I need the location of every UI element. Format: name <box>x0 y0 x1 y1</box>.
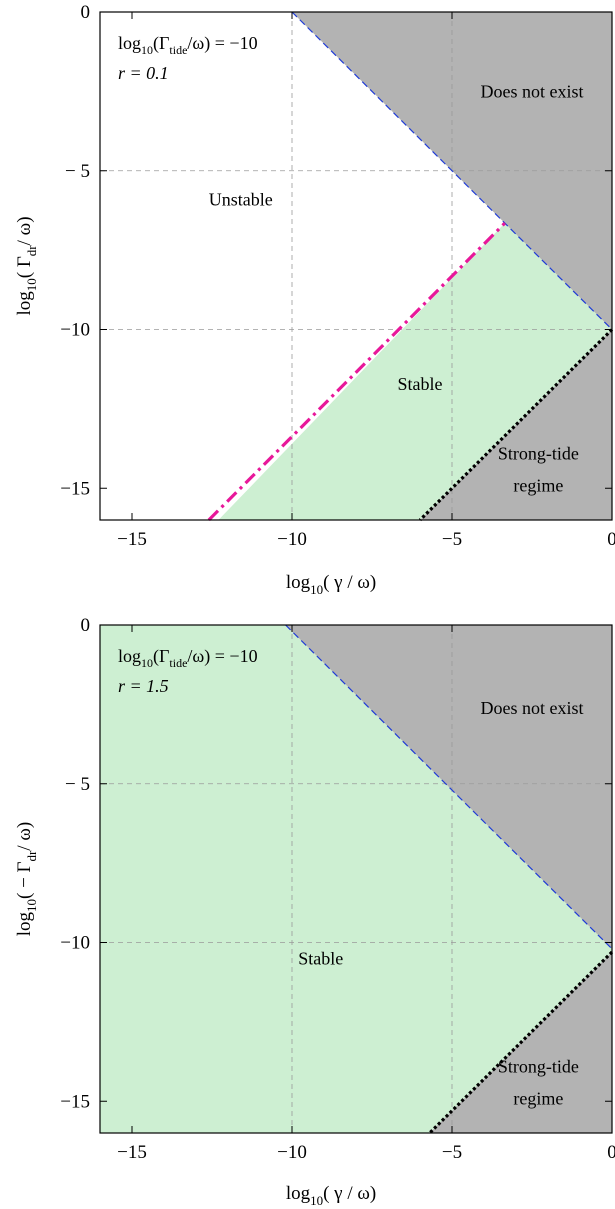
y-axis-label: log10( Γdr/ ω) <box>14 216 39 315</box>
y-axis-label-part: ( Γ <box>14 256 35 278</box>
region-stable <box>100 625 612 1133</box>
region-stable <box>218 223 612 520</box>
x-tick-label: 0 <box>607 1142 615 1163</box>
annotation-gamma-tide: log10(Γtide/ω) = −10 <box>118 646 258 670</box>
x-axis-label-sub: 10 <box>310 1193 323 1208</box>
y-tick-label: − 5 <box>65 774 90 795</box>
annotation-sub: 10 <box>141 656 153 670</box>
annotation-r: r = 1.5 <box>118 676 169 696</box>
y-axis-label-sub: 10 <box>24 899 39 912</box>
y-tick-label: −10 <box>60 320 90 341</box>
y-tick-label: − 5 <box>65 161 90 182</box>
y-tick-label: 0 <box>81 615 91 636</box>
x-tick-label: −5 <box>442 1142 462 1163</box>
x-axis-label-part: log <box>286 572 311 593</box>
x-tick-label: −15 <box>117 529 147 550</box>
annotation-part: /ω) = −10 <box>187 646 257 667</box>
y-axis-label-sub: dr <box>24 245 39 257</box>
x-axis-label: log10( γ / ω) <box>286 1183 376 1208</box>
region-label: regime <box>513 1088 563 1108</box>
plot-frame <box>99 624 613 1134</box>
x-axis-label: log10( γ / ω) <box>286 572 376 597</box>
annotation-part: log <box>118 33 141 53</box>
series-line-stability-boundary <box>207 222 506 522</box>
annotation-sub: tide <box>169 43 187 57</box>
series-line-strong-tide-boundary <box>418 328 614 522</box>
y-axis-label: log10( − Γdr/ ω) <box>14 822 39 937</box>
annotation-sub: tide <box>169 656 187 670</box>
x-tick-label: −10 <box>277 529 307 550</box>
region-label: Strong-tide <box>498 1057 579 1077</box>
y-axis-label-sub: dr <box>24 850 39 862</box>
x-axis-label-part: log <box>286 1183 311 1204</box>
series-line-strong-tide-boundary <box>428 950 614 1135</box>
annotation-r: r = 0.1 <box>118 63 169 83</box>
plot-frame <box>99 11 613 521</box>
annotation-sub: 10 <box>141 43 153 57</box>
region-label: Does not exist <box>481 698 584 718</box>
annotation-part: /ω) = −10 <box>187 33 257 54</box>
x-axis-label-sub: 10 <box>310 582 323 597</box>
y-axis-label-sub: 10 <box>24 278 39 291</box>
region-label: Stable <box>398 374 443 394</box>
y-tick-label: −15 <box>60 478 90 499</box>
region-label: Unstable <box>209 190 273 210</box>
region-label: Does not exist <box>481 82 584 102</box>
y-axis-label-part: / ω) <box>14 216 35 245</box>
x-axis-label-part: ( γ / ω) <box>323 572 376 593</box>
region-label: Strong-tide <box>498 444 579 464</box>
x-tick-label: 0 <box>607 529 615 550</box>
annotation-part: log <box>118 646 141 666</box>
x-tick-label: −5 <box>442 529 462 550</box>
annotation-part: (Γ <box>153 33 169 54</box>
y-axis-label-part: log <box>14 291 35 316</box>
y-axis-label-part: log <box>14 911 35 936</box>
region-label: Stable <box>298 949 343 969</box>
annotation-gamma-tide: log10(Γtide/ω) = −10 <box>118 33 258 57</box>
region-label: regime <box>513 475 563 495</box>
x-tick-label: −10 <box>277 1142 307 1163</box>
y-tick-label: −15 <box>60 1091 90 1112</box>
annotation-part: (Γ <box>153 646 169 667</box>
y-tick-label: 0 <box>81 2 91 23</box>
y-tick-label: −10 <box>60 933 90 954</box>
x-tick-label: −15 <box>117 1142 147 1163</box>
y-axis-label-part: ( − Γ <box>14 861 35 899</box>
x-axis-label-part: ( γ / ω) <box>323 1183 376 1204</box>
series-line-existence-boundary <box>291 11 613 330</box>
y-axis-label-part: / ω) <box>14 822 35 851</box>
